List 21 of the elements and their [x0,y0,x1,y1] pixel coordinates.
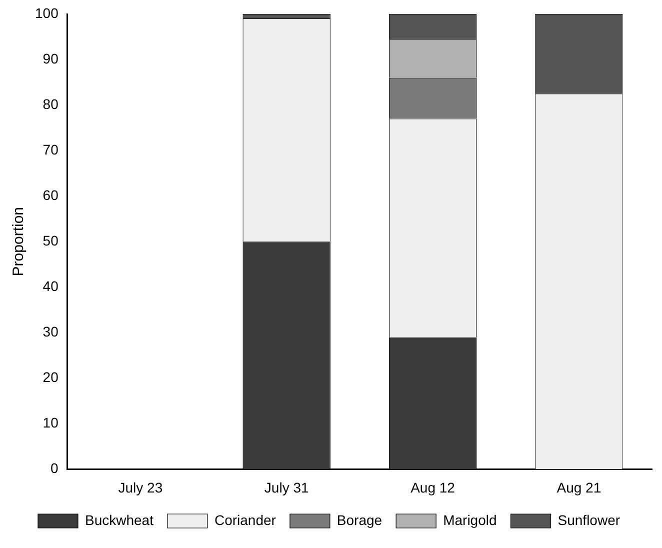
x-tick-label: July 23 [118,479,163,496]
y-tick-label: 20 [42,369,59,386]
y-tick-label: 50 [42,232,59,248]
y-tick-label: 10 [42,414,59,431]
legend-label: Coriander [214,512,276,528]
legend-label: Sunflower [558,512,620,528]
legend-label: Buckwheat [84,512,154,528]
legend-label: Marigold [443,512,497,528]
x-tick-label: Aug 21 [556,479,602,496]
y-tick-label: 90 [42,50,59,66]
legend-label: Borage [336,512,382,528]
y-tick-label: 80 [42,96,59,112]
y-tick-label: 40 [42,278,59,294]
x-tick-label: Aug 12 [410,479,456,496]
y-axis-title: Proportion [10,206,28,276]
y-tick-label: 70 [42,141,59,158]
x-tick-label: July 31 [264,479,309,496]
y-tick-label: 0 [50,460,59,476]
y-tick-label: 100 [35,4,59,21]
y-tick-label: 30 [42,324,59,340]
y-tick-label: 60 [42,186,59,203]
